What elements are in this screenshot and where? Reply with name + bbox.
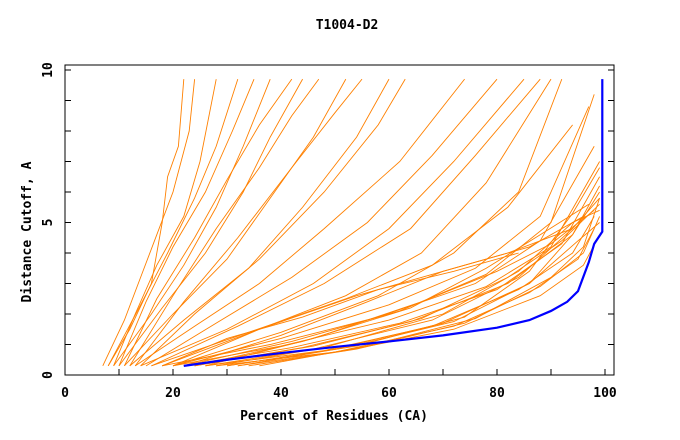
model-curve-13 — [134, 78, 465, 367]
model-curve-11 — [129, 78, 390, 367]
model-curve-35 — [205, 209, 595, 367]
highlight-curve — [183, 79, 604, 367]
model-curve-6 — [123, 78, 293, 367]
x-tick-label: 80 — [489, 386, 505, 401]
model-curve-40 — [259, 197, 601, 367]
y-tick-labels: 0 5 10 — [41, 62, 56, 379]
model-curve-20 — [172, 106, 590, 367]
chart-title: T1004-D2 — [316, 18, 379, 33]
plot-frame — [64, 64, 615, 376]
model-curve-22 — [162, 146, 595, 367]
model-curve-17 — [162, 78, 552, 367]
model-curve-26 — [194, 203, 600, 367]
y-tick-label: 10 — [41, 62, 56, 78]
model-curve-23 — [172, 161, 600, 367]
model-curve-12 — [140, 78, 406, 367]
model-curve-18 — [172, 78, 563, 367]
model-curves — [102, 78, 601, 367]
x-tick-labels: 0 20 40 60 80 100 — [61, 386, 617, 401]
model-curve-38 — [162, 252, 519, 367]
x-tick-label: 20 — [165, 386, 181, 401]
y-axis-label: Distance Cutoff, A — [20, 161, 35, 302]
model-curve-3 — [107, 79, 239, 367]
model-curve-1 — [102, 79, 196, 367]
model-curve-14 — [145, 78, 498, 367]
axis-ticks — [64, 69, 614, 376]
x-tick-label: 60 — [381, 386, 397, 401]
model-curve-19 — [151, 124, 573, 367]
model-curve-8 — [129, 78, 320, 367]
model-curve-10 — [134, 78, 363, 367]
x-tick-label: 100 — [593, 386, 617, 401]
model-curve-24 — [183, 176, 600, 367]
y-tick-label: 5 — [41, 219, 56, 227]
x-tick-label: 0 — [61, 386, 69, 401]
y-tick-label: 0 — [41, 371, 56, 379]
model-curve-29 — [205, 216, 595, 367]
model-curve-39 — [248, 216, 601, 367]
model-curve-4 — [118, 78, 255, 367]
model-curve-41 — [237, 185, 600, 367]
model-curve-15 — [140, 78, 525, 367]
x-axis-label: Percent of Residues (CA) — [240, 409, 428, 424]
model-curve-7 — [118, 78, 303, 367]
model-curve-9 — [124, 78, 347, 367]
model-curve-16 — [151, 78, 541, 367]
model-curve-0 — [107, 79, 185, 367]
x-tick-label: 40 — [273, 386, 289, 401]
